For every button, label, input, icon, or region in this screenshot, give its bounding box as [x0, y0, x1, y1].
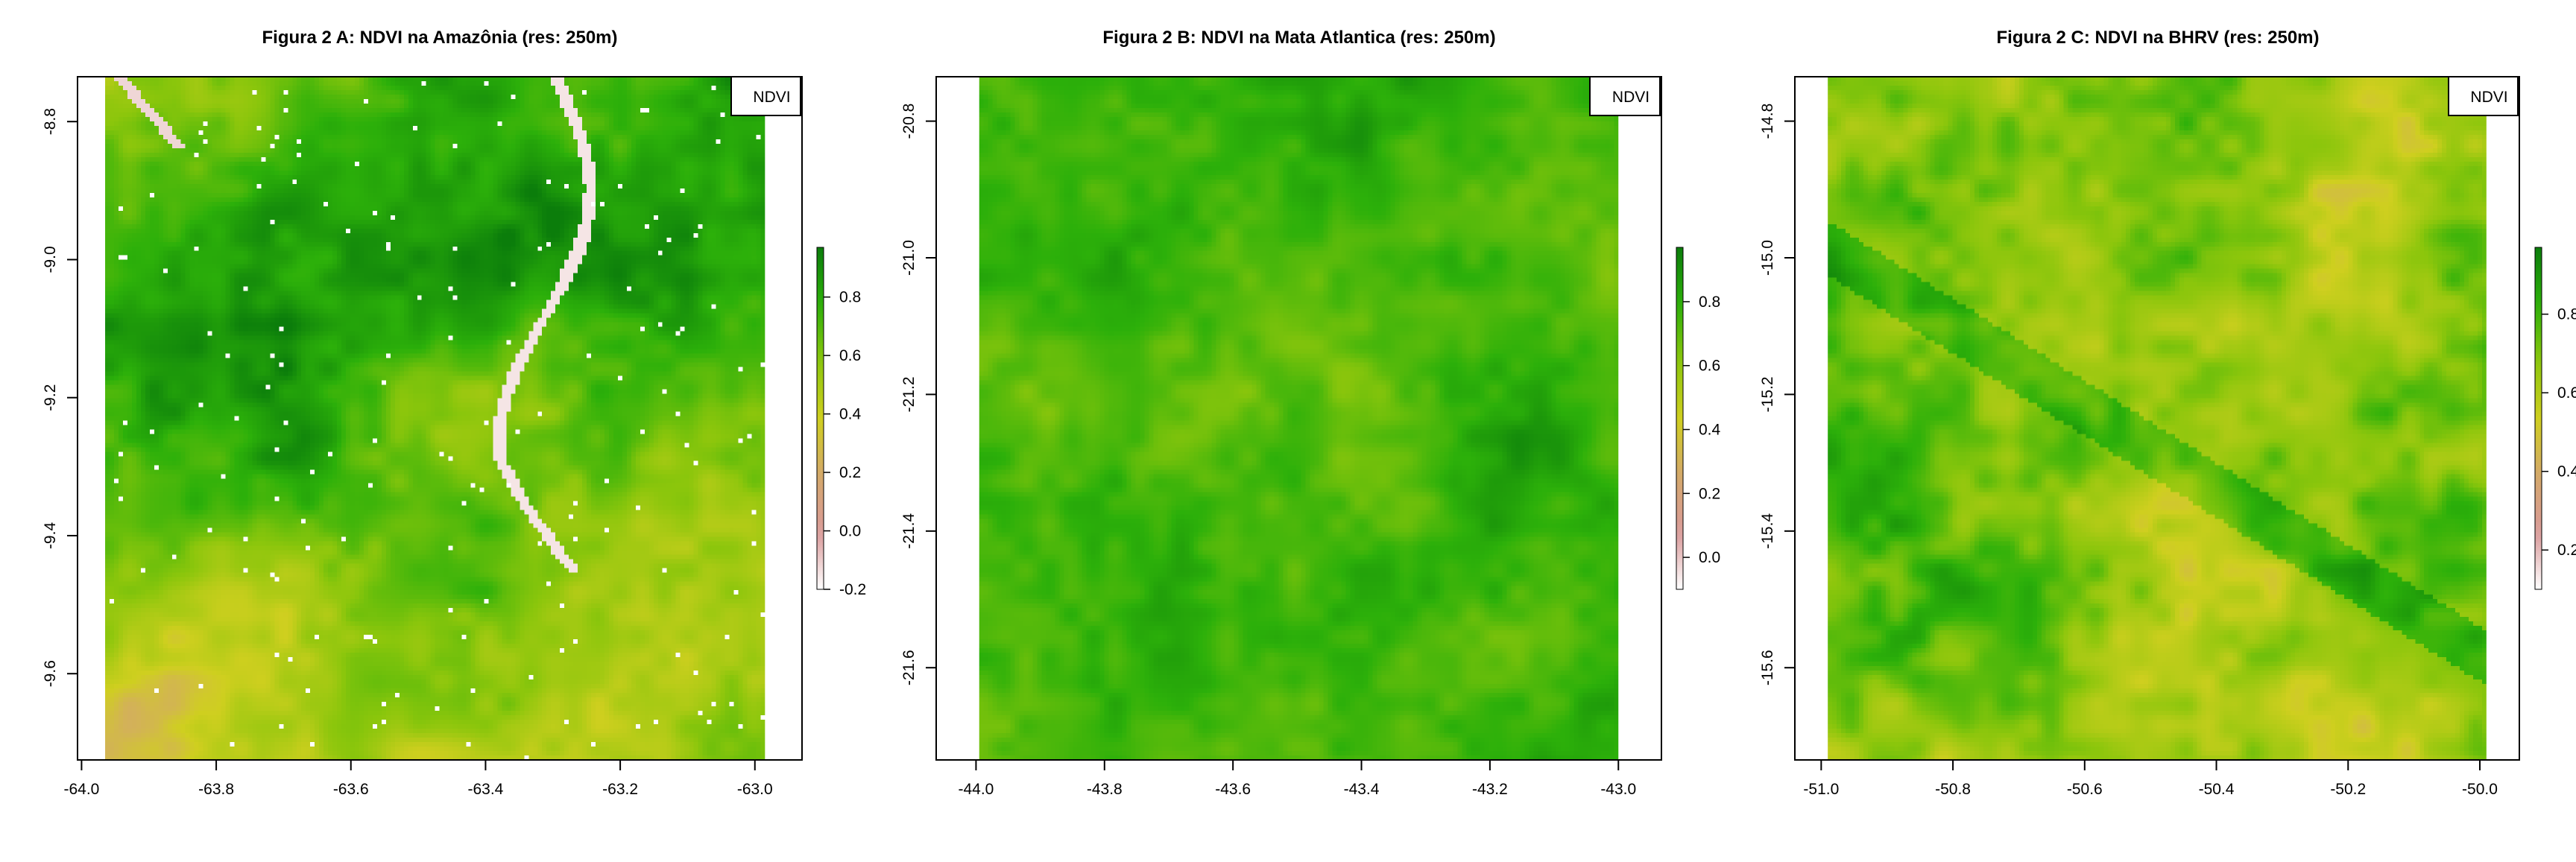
- x-tick-label: -43.6: [1215, 781, 1251, 798]
- colorbar: [816, 247, 824, 590]
- ndvi-raster: [979, 77, 1619, 760]
- legend-label: NDVI: [753, 89, 790, 106]
- legend-box: [730, 76, 801, 116]
- y-tick-label: -9.2: [42, 384, 59, 411]
- plot-frame: [935, 76, 1662, 761]
- y-tick-label: -9.0: [42, 246, 59, 273]
- y-tick-label: -15.0: [1759, 240, 1776, 276]
- legend-box: [2448, 76, 2519, 116]
- x-tick-label: -50.4: [2199, 781, 2235, 798]
- x-tick-label: -63.0: [737, 781, 773, 798]
- y-tick-label: -9.4: [42, 522, 59, 550]
- x-tick-label: -50.8: [1935, 781, 1971, 798]
- plot-frame: [77, 76, 803, 761]
- x-tick-label: -43.4: [1344, 781, 1380, 798]
- x-tick-label: -44.0: [958, 781, 994, 798]
- x-tick-label: -63.6: [333, 781, 369, 798]
- x-tick-label: -43.2: [1472, 781, 1508, 798]
- legend-box: [1589, 76, 1661, 116]
- y-tick-label: -9.6: [42, 660, 59, 687]
- colorbar-tick-label: 0.2: [839, 464, 861, 481]
- colorbar-tick-label: 0.0: [1699, 549, 1720, 566]
- y-tick-label: -15.2: [1759, 376, 1776, 412]
- x-tick-label: -64.0: [63, 781, 99, 798]
- x-tick-label: -51.0: [1803, 781, 1839, 798]
- x-tick-label: -50.0: [2462, 781, 2498, 798]
- colorbar-tick-label: 0.6: [839, 347, 861, 364]
- x-tick-label: -50.6: [2067, 781, 2103, 798]
- legend-label: NDVI: [1612, 89, 1650, 106]
- y-tick-label: -15.4: [1759, 513, 1776, 549]
- colorbar-tick-label: 0.2: [1699, 485, 1720, 502]
- colorbar-tick-label: 0.4: [1699, 422, 1721, 439]
- y-tick-label: -21.6: [900, 650, 918, 685]
- y-tick-label: -21.4: [900, 513, 918, 549]
- chart-title: Figura 2 B: NDVI na Mata Atlantica (res:…: [1102, 28, 1495, 48]
- x-tick-label: -50.2: [2330, 781, 2366, 798]
- panel-2: Figura 2 B: NDVI na Mata Atlantica (res:…: [900, 28, 1721, 798]
- colorbar: [2534, 247, 2542, 590]
- ndvi-raster: [1828, 77, 2487, 760]
- panel-3: Figura 2 C: NDVI na BHRV (res: 250m) -51.…: [1759, 28, 2576, 798]
- colorbar-tick-label: 0.2: [2557, 542, 2576, 559]
- colorbar-tick-label: 0.4: [2557, 463, 2576, 481]
- colorbar-tick-label: 0.8: [839, 289, 861, 306]
- x-tick-label: -43.0: [1600, 781, 1636, 798]
- y-tick-label: -8.8: [42, 108, 59, 135]
- colorbar-tick-label: -0.2: [839, 581, 866, 598]
- y-tick-label: -20.8: [900, 104, 918, 139]
- colorbar-tick-label: 0.8: [1699, 294, 1720, 311]
- colorbar-tick-label: 0.6: [1699, 358, 1720, 375]
- ndvi-raster: [105, 77, 765, 760]
- chart-title: Figura 2 A: NDVI na Amazônia (res: 250m): [262, 28, 618, 48]
- colorbar-tick-label: 0.8: [2557, 306, 2576, 323]
- chart-title: Figura 2 C: NDVI na BHRV (res: 250m): [1997, 28, 2320, 48]
- y-tick-label: -14.8: [1759, 104, 1776, 139]
- colorbar-tick-label: 0.4: [839, 406, 862, 423]
- legend-label: NDVI: [2470, 89, 2507, 106]
- panel-1: Figura 2 A: NDVI na Amazônia (res: 250m)…: [42, 28, 866, 798]
- y-tick-label: -21.2: [900, 376, 918, 412]
- y-tick-label: -15.6: [1759, 650, 1776, 685]
- plot-frame: [1794, 76, 2520, 761]
- colorbar-tick-label: 0.0: [839, 523, 861, 540]
- x-tick-label: -63.4: [467, 781, 503, 798]
- colorbar-tick-label: 0.6: [2557, 384, 2576, 402]
- y-tick-label: -21.0: [900, 240, 918, 276]
- x-tick-label: -63.8: [198, 781, 234, 798]
- x-tick-label: -43.8: [1087, 781, 1123, 798]
- x-tick-label: -63.2: [602, 781, 638, 798]
- colorbar: [1676, 247, 1684, 590]
